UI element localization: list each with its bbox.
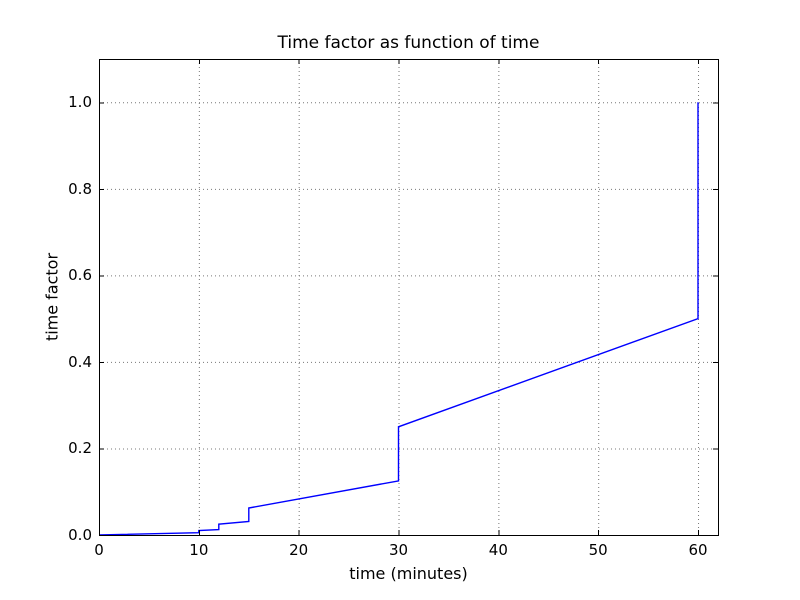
x-tick-label-50: 50 xyxy=(588,541,608,559)
y-tick-label-0.6: 0.6 xyxy=(68,266,92,285)
y-tick-label-0.0: 0.0 xyxy=(68,526,92,544)
x-tick-label-20: 20 xyxy=(289,541,309,559)
chart-title: Time factor as function of time xyxy=(277,33,540,53)
y-tick-label-0.8: 0.8 xyxy=(68,179,92,198)
x-tick-label-60: 60 xyxy=(688,541,708,559)
x-tick-label-40: 40 xyxy=(488,541,508,559)
x-tick-label-30: 30 xyxy=(388,541,409,559)
axes-spines xyxy=(99,59,719,536)
y-tick-label-0.2: 0.2 xyxy=(68,439,92,458)
series-line-time-factor xyxy=(98,102,699,536)
x-tick-label-0: 0 xyxy=(94,541,104,559)
y-tick-label-1.0: 1.0 xyxy=(68,93,92,112)
y-tick-label-0.4: 0.4 xyxy=(68,352,92,371)
x-axis-label: time (minutes) xyxy=(349,564,468,583)
x-tick-label-10: 10 xyxy=(189,541,209,559)
